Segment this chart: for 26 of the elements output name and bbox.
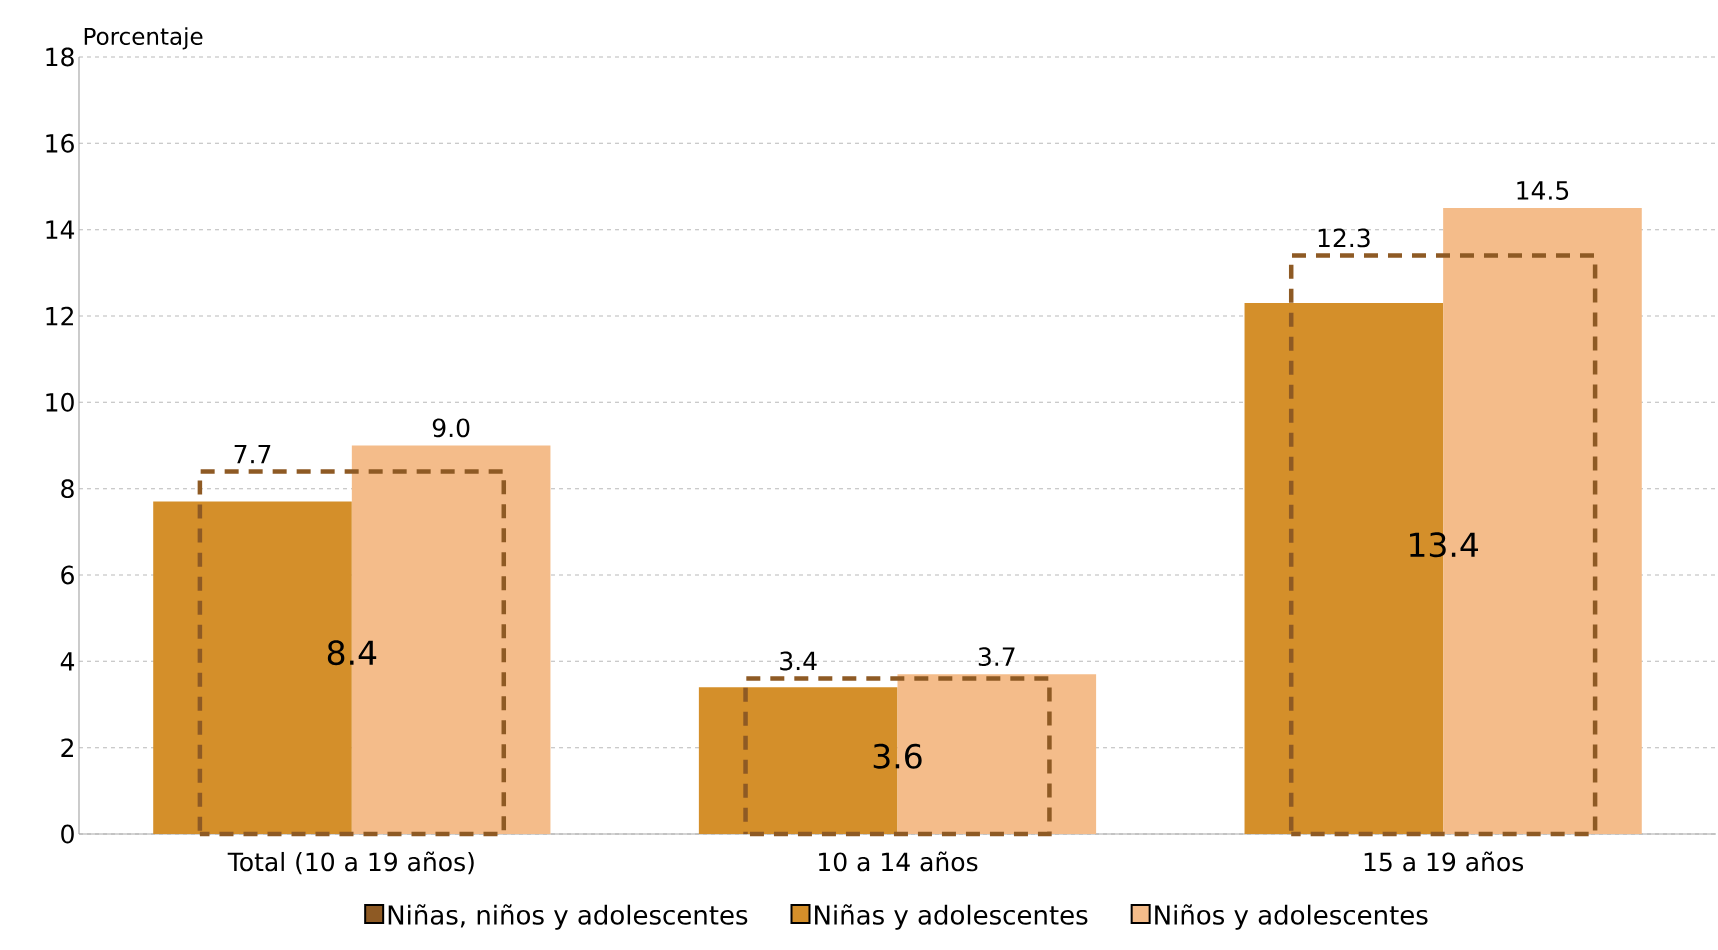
y-tick-label: 2 [61,738,73,757]
legend-label: Niñas, niños y adolescentes [388,904,748,930]
data-label: 9.0 [432,418,470,438]
y-tick-label: 14 [46,220,75,239]
y-tick-label: 18 [46,47,74,67]
data-label: 3.6 [873,743,922,769]
y-axis-title: Porcentaje [84,27,203,50]
y-tick-label: 8 [61,479,74,499]
x-tick-label: Total (10 a 19 años) [227,851,474,875]
y-tick-label: 4 [60,652,75,671]
legend-label: Niños y adolescentes [1155,904,1428,930]
y-tick-label: 0 [61,824,74,844]
x-tick-label: 15 a 19 años [1364,851,1524,872]
y-tick-label: 10 [46,392,74,412]
data-label: 8.4 [327,640,377,666]
x-tick-label: 10 a 14 años [819,851,978,872]
data-label: 7.7 [234,444,271,464]
data-label: 14.5 [1517,181,1569,200]
y-tick-label: 12 [46,306,73,326]
data-label: 3.4 [780,651,817,671]
data-label: 12.3 [1318,228,1370,248]
legend-label: Niñas y adolescentes [815,904,1088,930]
y-tick-label: 16 [46,133,74,153]
data-label: 13.4 [1410,532,1479,558]
data-label: 3.7 [978,647,1015,667]
y-tick-label: 6 [61,565,74,585]
